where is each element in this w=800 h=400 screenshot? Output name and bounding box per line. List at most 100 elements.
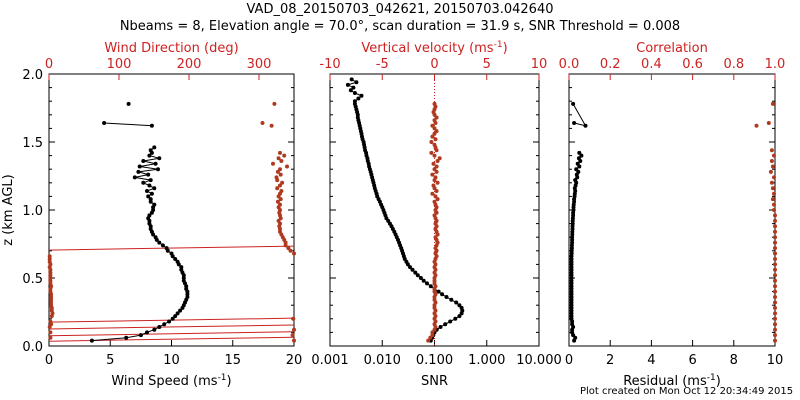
- x-bottom-tick-label: 0: [565, 353, 573, 368]
- x-bottom-tick-label: 8: [730, 353, 738, 368]
- data-point: [48, 319, 53, 324]
- data-point: [153, 161, 158, 166]
- panel-frame-corr: [568, 73, 776, 347]
- data-point: [275, 199, 280, 204]
- data-point: [432, 131, 437, 136]
- data-point: [438, 325, 443, 329]
- data-point: [148, 148, 153, 153]
- data-point: [278, 183, 282, 188]
- data-point: [279, 189, 284, 193]
- data-point: [773, 235, 777, 240]
- data-point: [348, 88, 353, 93]
- data-point: [429, 140, 434, 144]
- data-point: [359, 93, 364, 98]
- data-point: [773, 311, 777, 316]
- data-point: [569, 270, 574, 275]
- data-point: [576, 169, 581, 174]
- x-top-tick-label: 0.2: [600, 57, 621, 72]
- title-line-1: VAD_08_20150703_042621, 20150703.042640: [246, 2, 554, 17]
- data-point: [425, 281, 429, 286]
- data-point: [772, 202, 776, 207]
- x-bottom-tick-label: 2: [606, 353, 614, 368]
- data-point: [457, 314, 462, 319]
- panel-frame-wind: [48, 73, 295, 347]
- y-tick-label: 2.0: [22, 68, 43, 83]
- direction-wrap-line: [48, 331, 295, 337]
- data-point: [272, 101, 277, 106]
- data-point: [773, 213, 777, 218]
- data-point: [454, 300, 459, 305]
- data-point: [124, 335, 129, 340]
- x-bottom-tick-label: 10: [163, 353, 180, 368]
- data-point: [773, 273, 777, 278]
- data-point: [772, 208, 776, 212]
- data-point: [431, 183, 436, 188]
- data-point: [157, 240, 162, 245]
- data-point: [772, 191, 776, 196]
- data-point: [164, 246, 169, 251]
- data-point: [285, 164, 289, 169]
- x-top-tick-label: 200: [177, 57, 202, 72]
- data-point: [583, 123, 588, 128]
- data-point: [278, 229, 282, 234]
- data-point: [773, 316, 777, 321]
- data-point: [770, 197, 775, 202]
- data-point: [430, 134, 435, 139]
- data-point: [274, 175, 279, 180]
- data-point: [157, 156, 162, 161]
- data-point: [772, 153, 776, 158]
- series-line-wind-speed: [91, 147, 188, 342]
- data-point: [149, 191, 154, 196]
- data-point: [773, 289, 777, 294]
- data-point: [432, 153, 437, 158]
- data-point: [773, 229, 777, 234]
- data-point: [576, 156, 581, 161]
- direction-wrap-line: [48, 324, 295, 330]
- data-point: [770, 164, 775, 169]
- data-point: [169, 251, 174, 256]
- data-point: [292, 251, 296, 256]
- data-point: [773, 295, 777, 299]
- data-point: [766, 121, 771, 125]
- data-point: [435, 159, 440, 163]
- data-point: [457, 303, 462, 308]
- data-point: [132, 175, 137, 180]
- data-point: [418, 276, 423, 280]
- data-point: [769, 180, 774, 185]
- x-top-tick-label: 0.4: [641, 57, 662, 72]
- data-point: [146, 194, 151, 199]
- data-point: [432, 199, 437, 204]
- data-point: [453, 316, 458, 321]
- data-point: [432, 118, 437, 123]
- data-point: [773, 218, 777, 223]
- data-point: [276, 218, 281, 223]
- data-point: [173, 257, 178, 261]
- data-point: [426, 338, 431, 343]
- series-line-wind-speed-upper: [104, 122, 152, 127]
- data-point: [432, 213, 437, 218]
- x-bottom-tick-label: 0: [45, 353, 53, 368]
- data-point: [434, 129, 439, 134]
- data-point: [278, 167, 282, 172]
- data-point: [770, 186, 775, 191]
- data-point: [156, 167, 160, 172]
- data-point: [351, 85, 356, 90]
- data-point: [773, 240, 777, 245]
- data-point: [432, 101, 437, 106]
- data-point: [449, 297, 454, 302]
- data-point: [434, 115, 439, 120]
- data-point: [770, 101, 775, 106]
- data-point: [433, 137, 438, 142]
- x-top-axis-label: Correlation: [636, 41, 708, 56]
- data-point: [433, 175, 438, 180]
- data-point: [349, 77, 354, 82]
- data-point: [428, 335, 433, 340]
- x-bottom-tick-label: 4: [647, 353, 655, 368]
- data-point: [290, 333, 295, 338]
- data-point: [157, 325, 162, 329]
- data-point: [430, 330, 435, 335]
- data-point: [769, 159, 774, 163]
- data-point: [146, 172, 151, 177]
- data-point: [162, 322, 167, 327]
- x-top-tick-label: 100: [107, 57, 132, 72]
